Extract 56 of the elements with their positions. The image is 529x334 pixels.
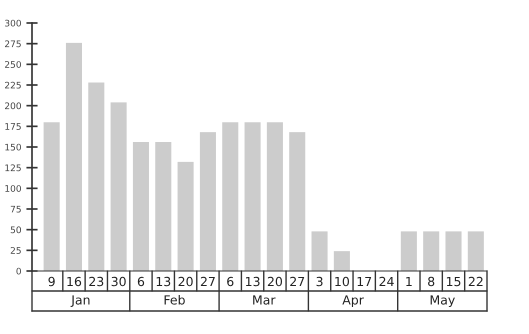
x-tick-label: 27 xyxy=(200,276,215,286)
bar xyxy=(155,142,172,271)
x-tick-label: 17 xyxy=(358,276,372,286)
y-tick-label: 300 xyxy=(5,20,21,27)
y-tick-label: 125 xyxy=(5,164,21,172)
x-tick-label: 22 xyxy=(468,276,483,286)
text: May xyxy=(430,295,455,308)
bar xyxy=(132,142,149,271)
bar xyxy=(468,231,484,271)
bar xyxy=(44,122,60,271)
x-tick-label: 8 xyxy=(428,276,434,286)
y-tick-label: 0 xyxy=(16,268,21,275)
y-tick-label: 150 xyxy=(5,144,21,151)
y-tick-label: 275 xyxy=(5,40,21,48)
x-tick-label: 13 xyxy=(246,276,260,286)
bar xyxy=(312,231,328,271)
bar xyxy=(289,132,306,271)
x-tick-label: 3 xyxy=(316,276,323,286)
x-tick-label: 24 xyxy=(379,276,394,286)
x-tick-label: 20 xyxy=(268,276,282,286)
x-tick-label: 30 xyxy=(112,276,126,286)
x-tick-label: 15 xyxy=(446,276,460,286)
x-tick-label: 6 xyxy=(227,276,234,286)
bar xyxy=(222,122,238,271)
text: Jan xyxy=(70,295,90,307)
x-tick-label: 9 xyxy=(48,276,55,286)
bar xyxy=(266,122,283,271)
y-tick-label: 200 xyxy=(5,102,21,110)
bar xyxy=(423,231,440,271)
x-tick-label: 23 xyxy=(89,276,104,286)
y-tick-label: 175 xyxy=(5,123,21,130)
x-tick-label: 6 xyxy=(138,276,144,286)
bar xyxy=(244,122,261,271)
x-tick-label: 20 xyxy=(178,276,193,286)
x-tick-label: 27 xyxy=(290,276,304,286)
y-tick-label: 250 xyxy=(5,61,21,68)
bar xyxy=(66,42,82,271)
bar xyxy=(178,162,194,271)
x-tick-label: 13 xyxy=(156,276,170,286)
bar xyxy=(334,251,350,271)
x-tick-label: 10 xyxy=(335,276,350,286)
y-tick-label: 100 xyxy=(5,185,21,192)
y-tick-label: 75 xyxy=(10,206,21,213)
bar xyxy=(88,82,104,271)
bar xyxy=(445,231,462,271)
text: Feb xyxy=(164,294,185,305)
text: Apr xyxy=(342,295,364,308)
y-tick-label: 50 xyxy=(10,226,21,234)
y-tick-label: 25 xyxy=(10,247,21,254)
x-tick-label: 16 xyxy=(67,276,82,286)
text: Mar xyxy=(253,295,276,305)
bar xyxy=(200,132,216,271)
y-tick-label: 225 xyxy=(5,82,21,89)
x-tick-label: 1 xyxy=(406,276,412,286)
bar xyxy=(400,231,417,271)
bar xyxy=(110,102,127,271)
